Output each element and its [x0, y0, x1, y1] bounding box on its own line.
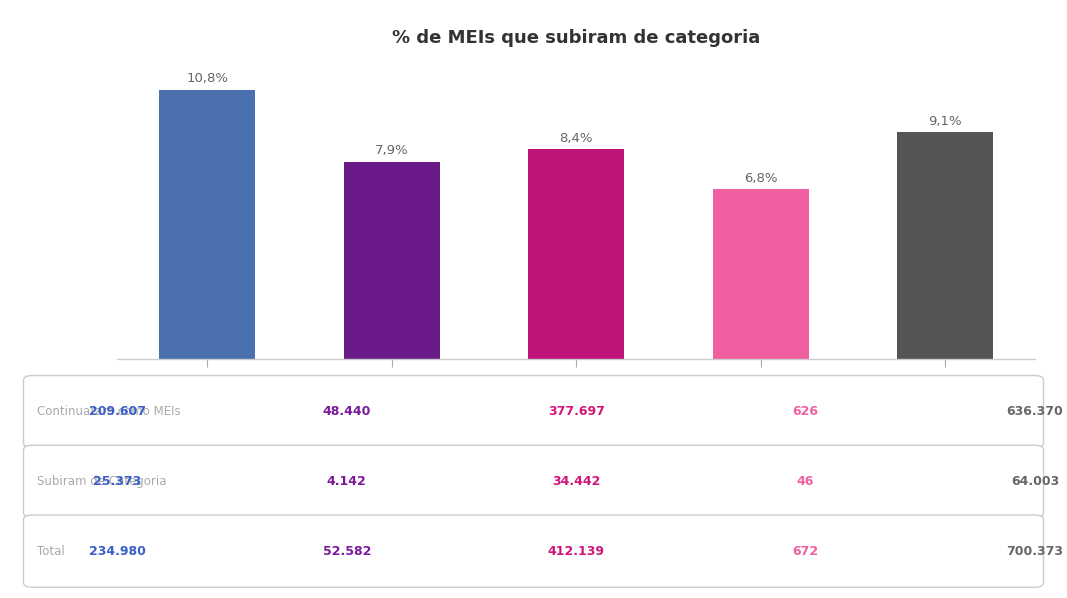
Bar	[897, 132, 993, 359]
Text: 9,1%: 9,1%	[928, 115, 962, 127]
Bar	[344, 162, 440, 359]
Text: Serviços: Serviços	[548, 413, 604, 426]
Text: Total: Total	[37, 545, 65, 558]
Text: 10,8%: 10,8%	[186, 72, 228, 86]
Text: 7,9%: 7,9%	[375, 145, 409, 157]
Bar	[528, 150, 624, 359]
Bar	[713, 190, 809, 359]
Text: 46: 46	[797, 475, 814, 488]
Text: 234.980: 234.980	[89, 545, 146, 558]
Text: 636.370: 636.370	[1006, 405, 1064, 418]
Text: 8,4%: 8,4%	[559, 132, 593, 145]
Text: 25.373: 25.373	[93, 475, 142, 488]
Text: 34.442: 34.442	[552, 475, 601, 488]
Bar	[159, 90, 255, 359]
Text: 209.607: 209.607	[89, 405, 146, 418]
Text: 64.003: 64.003	[1010, 475, 1060, 488]
Text: Subiram de Categoria: Subiram de Categoria	[37, 475, 166, 488]
Text: 672: 672	[793, 545, 818, 558]
Text: Comércio: Comércio	[176, 413, 239, 426]
Text: 626: 626	[793, 405, 818, 418]
Title: % de MEIs que subiram de categoria: % de MEIs que subiram de categoria	[392, 29, 761, 47]
Text: 377.697: 377.697	[547, 405, 605, 418]
Text: Total: Total	[929, 413, 961, 426]
Text: 52.582: 52.582	[322, 545, 371, 558]
Text: Indústria: Indústria	[363, 413, 421, 426]
Text: 6,8%: 6,8%	[744, 172, 778, 185]
Text: 48.440: 48.440	[322, 405, 371, 418]
FancyBboxPatch shape	[23, 446, 1044, 517]
Text: 700.373: 700.373	[1006, 545, 1064, 558]
FancyBboxPatch shape	[23, 515, 1044, 587]
Text: 4.142: 4.142	[327, 475, 367, 488]
FancyBboxPatch shape	[23, 376, 1044, 448]
Text: Continuaram como MEIs: Continuaram como MEIs	[37, 405, 181, 418]
Text: Primário: Primário	[733, 413, 789, 426]
Text: 412.139: 412.139	[547, 545, 605, 558]
